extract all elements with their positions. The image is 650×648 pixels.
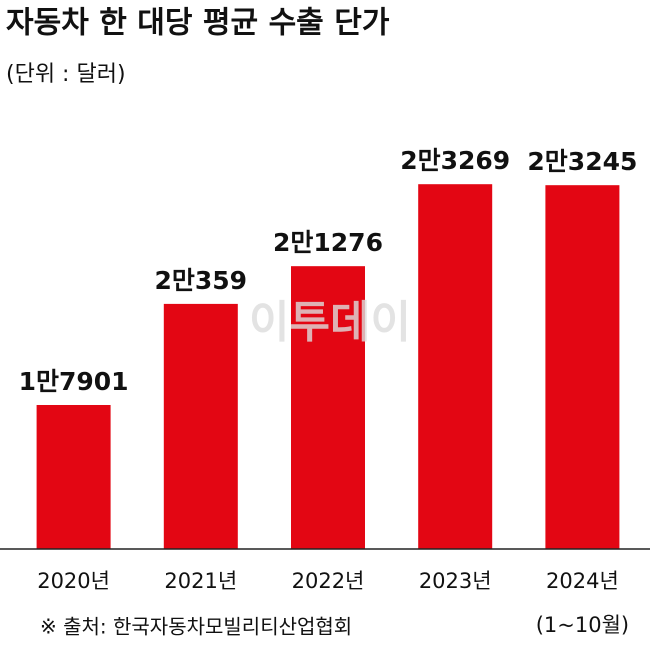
bar: [418, 184, 493, 549]
watermark: 이투데이: [249, 297, 411, 348]
bar: [545, 185, 620, 549]
value-label: 1만7901: [19, 367, 129, 396]
value-label: 2만359: [155, 266, 248, 295]
x-tick-label: 2024년: [546, 569, 619, 593]
value-label: 2만3245: [527, 147, 637, 176]
source: ※ 출처: 한국자동차모빌리티산업협회: [40, 615, 352, 639]
x-tick-label: 2023년: [419, 569, 492, 593]
chart-subtitle: (단위 : 달러): [6, 62, 126, 87]
x-tick-label: 2020년: [37, 569, 110, 593]
value-label: 2만1276: [273, 228, 383, 257]
x-tick-label: 2022년: [292, 569, 365, 593]
bar: [291, 266, 365, 549]
bar: [163, 303, 238, 549]
bar: [36, 404, 111, 549]
value-label: 2만3269: [400, 146, 510, 175]
x-tick-note: (1~10월): [536, 613, 629, 637]
chart-title: 자동차 한 대당 평균 수출 단가: [6, 6, 390, 41]
x-tick-label: 2021년: [164, 569, 237, 593]
